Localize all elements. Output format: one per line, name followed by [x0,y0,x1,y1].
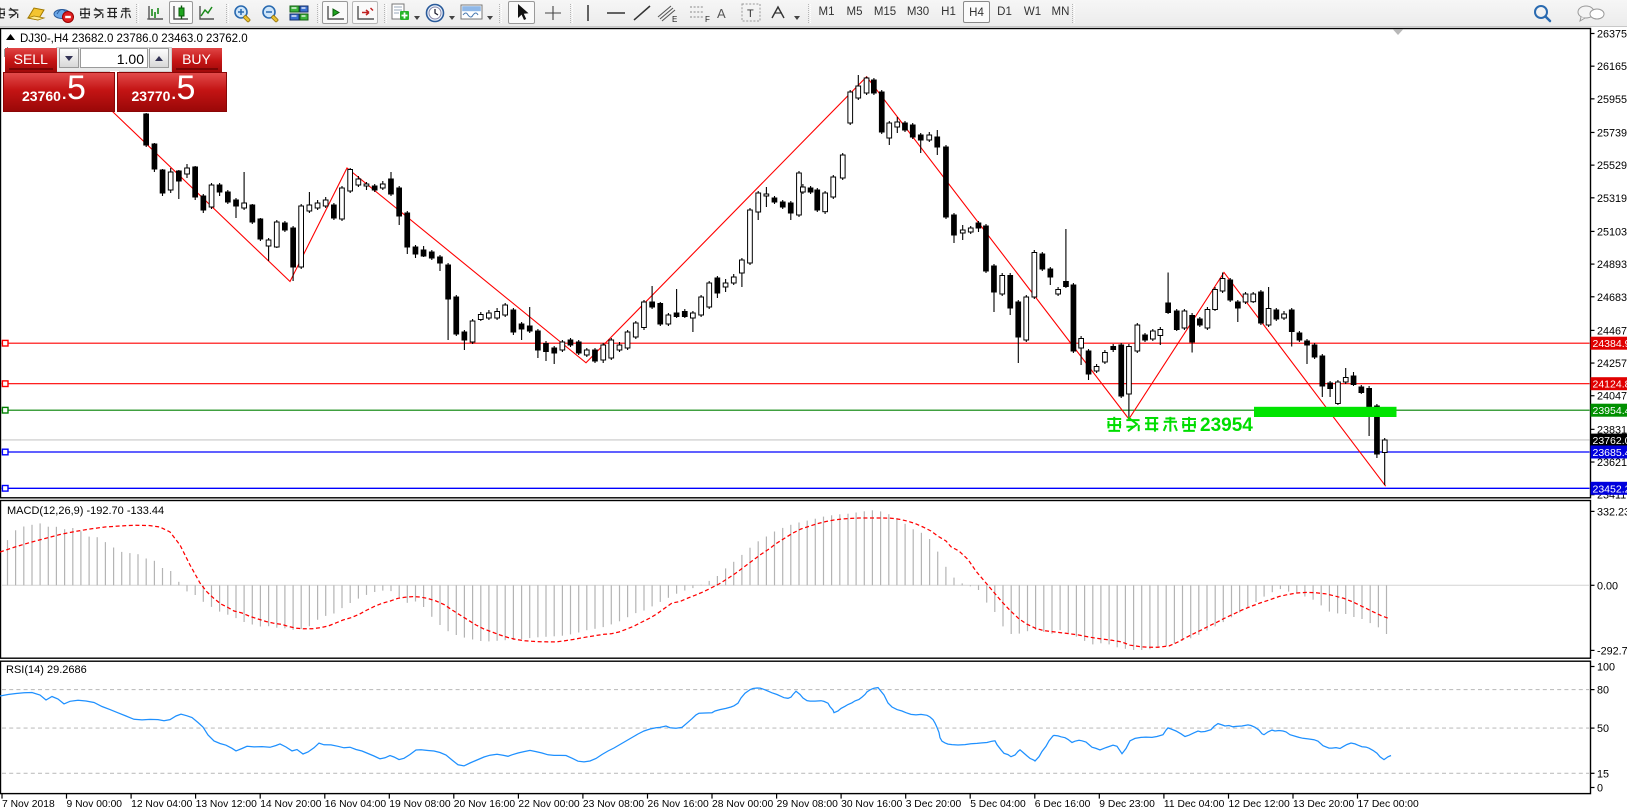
svg-text:MACD(12,26,9) -192.70 -133.44: MACD(12,26,9) -192.70 -133.44 [7,505,164,517]
svg-text:6 Dec 16:00: 6 Dec 16:00 [1035,799,1091,810]
svg-text:9 Dec 23:00: 9 Dec 23:00 [1099,799,1155,810]
svg-text:29 Nov 08:00: 29 Nov 08:00 [777,799,839,810]
svg-text:26 Nov 16:00: 26 Nov 16:00 [648,799,710,810]
svg-text:26165.0: 26165.0 [1597,61,1627,73]
svg-text:0.00: 0.00 [1597,580,1618,592]
svg-text:24384.9: 24384.9 [1593,338,1627,350]
svg-text:16 Nov 04:00: 16 Nov 04:00 [325,799,387,810]
svg-text:0: 0 [1597,783,1603,795]
svg-text:25103.0: 25103.0 [1597,226,1627,238]
svg-text:23954.4: 23954.4 [1593,405,1627,417]
svg-text:9 Nov 00:00: 9 Nov 00:00 [67,799,123,810]
svg-text:332.23: 332.23 [1597,506,1627,518]
svg-text:30 Nov 16:00: 30 Nov 16:00 [841,799,903,810]
svg-text:T: T [747,8,754,20]
svg-text:24047.0: 24047.0 [1597,391,1627,403]
svg-text:15: 15 [1597,768,1609,780]
svg-text:11 Dec 04:00: 11 Dec 04:00 [1164,799,1225,810]
svg-text:25529.0: 25529.0 [1597,160,1627,172]
svg-text:23621.0: 23621.0 [1597,457,1627,469]
svg-text:3 Dec 20:00: 3 Dec 20:00 [906,799,962,810]
svg-text:DJ30-,H4 23682.0 23786.0 2346: DJ30-,H4 23682.0 23786.0 23463.0 23762.0 [20,33,248,45]
svg-text:23954: 23954 [1200,415,1253,436]
svg-text:23 Nov 08:00: 23 Nov 08:00 [583,799,645,810]
svg-text:13 Dec 20:00: 13 Dec 20:00 [1293,799,1355,810]
svg-text:26375.0: 26375.0 [1597,29,1627,41]
svg-text:23762.0: 23762.0 [1593,435,1627,447]
svg-text:E: E [672,15,677,24]
svg-text:5 Dec 04:00: 5 Dec 04:00 [970,799,1026,810]
svg-text:7 Nov 2018: 7 Nov 2018 [2,799,55,810]
svg-text:F: F [705,15,710,24]
svg-text:24467.0: 24467.0 [1597,325,1627,337]
svg-text:24257.0: 24257.0 [1597,358,1627,370]
svg-text:28 Nov 00:00: 28 Nov 00:00 [712,799,774,810]
svg-text:100: 100 [1597,662,1615,674]
svg-text:23452.2: 23452.2 [1593,483,1627,495]
svg-text:23685.4: 23685.4 [1593,447,1627,459]
svg-text:50: 50 [1597,723,1609,735]
svg-text:25739.0: 25739.0 [1597,128,1627,140]
svg-text:-292.74: -292.74 [1597,645,1627,657]
svg-text:24124.8: 24124.8 [1593,379,1627,391]
svg-text:23831.0: 23831.0 [1597,424,1627,436]
svg-text:22 Nov 00:00: 22 Nov 00:00 [518,799,580,810]
svg-text:12 Dec 12:00: 12 Dec 12:00 [1229,799,1291,810]
svg-text:25955.0: 25955.0 [1597,94,1627,106]
svg-text:12 Nov 04:00: 12 Nov 04:00 [131,799,193,810]
svg-text:80: 80 [1597,685,1609,697]
svg-text:19 Nov 08:00: 19 Nov 08:00 [389,799,451,810]
svg-text:13 Nov 12:00: 13 Nov 12:00 [196,799,258,810]
svg-text:25319.0: 25319.0 [1597,193,1627,205]
svg-text:14 Nov 20:00: 14 Nov 20:00 [260,799,322,810]
svg-text:17 Dec 00:00: 17 Dec 00:00 [1358,799,1420,810]
svg-text:20 Nov 16:00: 20 Nov 16:00 [454,799,516,810]
svg-text:24683.0: 24683.0 [1597,292,1627,304]
svg-text:RSI(14) 29.2686: RSI(14) 29.2686 [6,664,87,676]
svg-text:24893.0: 24893.0 [1597,259,1627,271]
